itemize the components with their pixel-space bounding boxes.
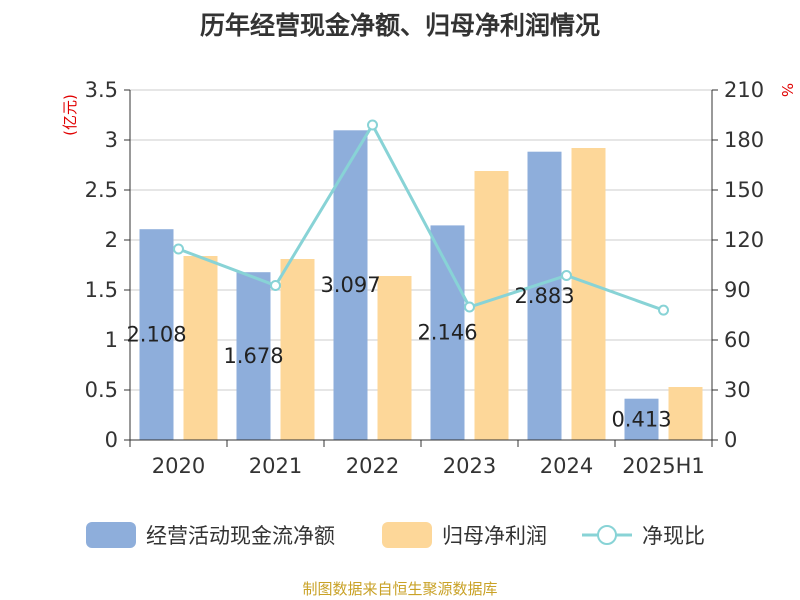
x-tick-label: 2020 bbox=[152, 454, 205, 478]
data-labels: 2.108 1.678 3.097 2.146 2.883 0.413 bbox=[126, 273, 671, 431]
x-tick-label: 2025H1 bbox=[622, 454, 705, 478]
grid-lines bbox=[130, 89, 712, 391]
y-right-tick-label: 30 bbox=[724, 378, 751, 402]
y-right-tick-label: 180 bbox=[724, 128, 764, 152]
x-tick-label: 2021 bbox=[249, 454, 302, 478]
ratio-point bbox=[464, 301, 475, 313]
bars bbox=[139, 130, 703, 441]
data-label: 1.678 bbox=[223, 344, 283, 368]
y-right-tick-label: 60 bbox=[724, 328, 751, 352]
x-tick-label: 2024 bbox=[540, 454, 593, 478]
y-left-tick-label: 0 bbox=[105, 428, 118, 452]
bar-cashflow bbox=[624, 398, 659, 440]
ratio-point bbox=[173, 243, 184, 255]
source-note: 制图数据来自恒生聚源数据库 bbox=[302, 580, 498, 598]
data-label: 2.146 bbox=[417, 321, 477, 345]
legend-marker bbox=[597, 525, 617, 545]
bar-cashflow bbox=[236, 272, 271, 440]
y-left-tick-label: 3 bbox=[105, 128, 118, 152]
x-tick-label: 2022 bbox=[346, 454, 399, 478]
bar-netprofit bbox=[474, 171, 509, 440]
y-right-unit: % bbox=[778, 83, 796, 97]
y-right-tick-label: 210 bbox=[724, 78, 764, 102]
y-left-tick-label: 3.5 bbox=[85, 78, 118, 102]
bar-cashflow bbox=[139, 229, 174, 440]
ratio-point bbox=[270, 280, 281, 291]
data-label: 3.097 bbox=[320, 273, 380, 297]
ratio-line-path bbox=[177, 121, 665, 312]
y-left-tick-label: 0.5 bbox=[85, 378, 118, 402]
axes: 0 0 0.5 30 1 60 1.5 90 2 120 2.5 150 3 180 3.5 210 (亿元)%… bbox=[61, 78, 796, 478]
legend-label: 归母净利润 bbox=[442, 524, 547, 548]
bar-netprofit bbox=[377, 276, 412, 440]
y-left-unit: (亿元) bbox=[61, 94, 79, 136]
y-left-tick-label: 2.5 bbox=[85, 178, 118, 202]
legend-label: 经营活动现金流净额 bbox=[146, 524, 335, 548]
bar-netprofit bbox=[183, 256, 218, 440]
chart-title: 历年经营现金净额、归母净利润情况 bbox=[199, 11, 600, 40]
y-left-tick-label: 1 bbox=[105, 328, 118, 352]
legend-label: 净现比 bbox=[642, 524, 705, 548]
bar-netprofit bbox=[571, 148, 606, 440]
data-label: 2.108 bbox=[126, 323, 186, 347]
y-left-tick-label: 1.5 bbox=[85, 278, 118, 302]
ratio-point bbox=[367, 119, 378, 131]
y-right-tick-label: 90 bbox=[724, 278, 751, 302]
ratio-point bbox=[658, 304, 669, 316]
y-left-tick-label: 2 bbox=[105, 228, 118, 252]
y-right-tick-label: 120 bbox=[724, 228, 764, 252]
y-right-tick-label: 0 bbox=[724, 428, 737, 452]
bar-cashflow bbox=[430, 225, 465, 440]
ratio-line bbox=[173, 119, 669, 316]
data-label: 2.883 bbox=[514, 284, 574, 308]
legend: 经营活动现金流净额 归母净利润 净现比 bbox=[86, 522, 705, 548]
y-right-tick-label: 150 bbox=[724, 178, 764, 202]
x-tick-label: 2023 bbox=[443, 454, 496, 478]
ratio-point bbox=[561, 270, 572, 281]
bar-cashflow bbox=[527, 151, 562, 440]
bar-netprofit bbox=[280, 259, 315, 440]
bar-netprofit bbox=[668, 387, 703, 440]
legend-swatch bbox=[86, 522, 136, 548]
legend-swatch bbox=[382, 522, 432, 548]
data-label: 0.413 bbox=[611, 407, 671, 431]
